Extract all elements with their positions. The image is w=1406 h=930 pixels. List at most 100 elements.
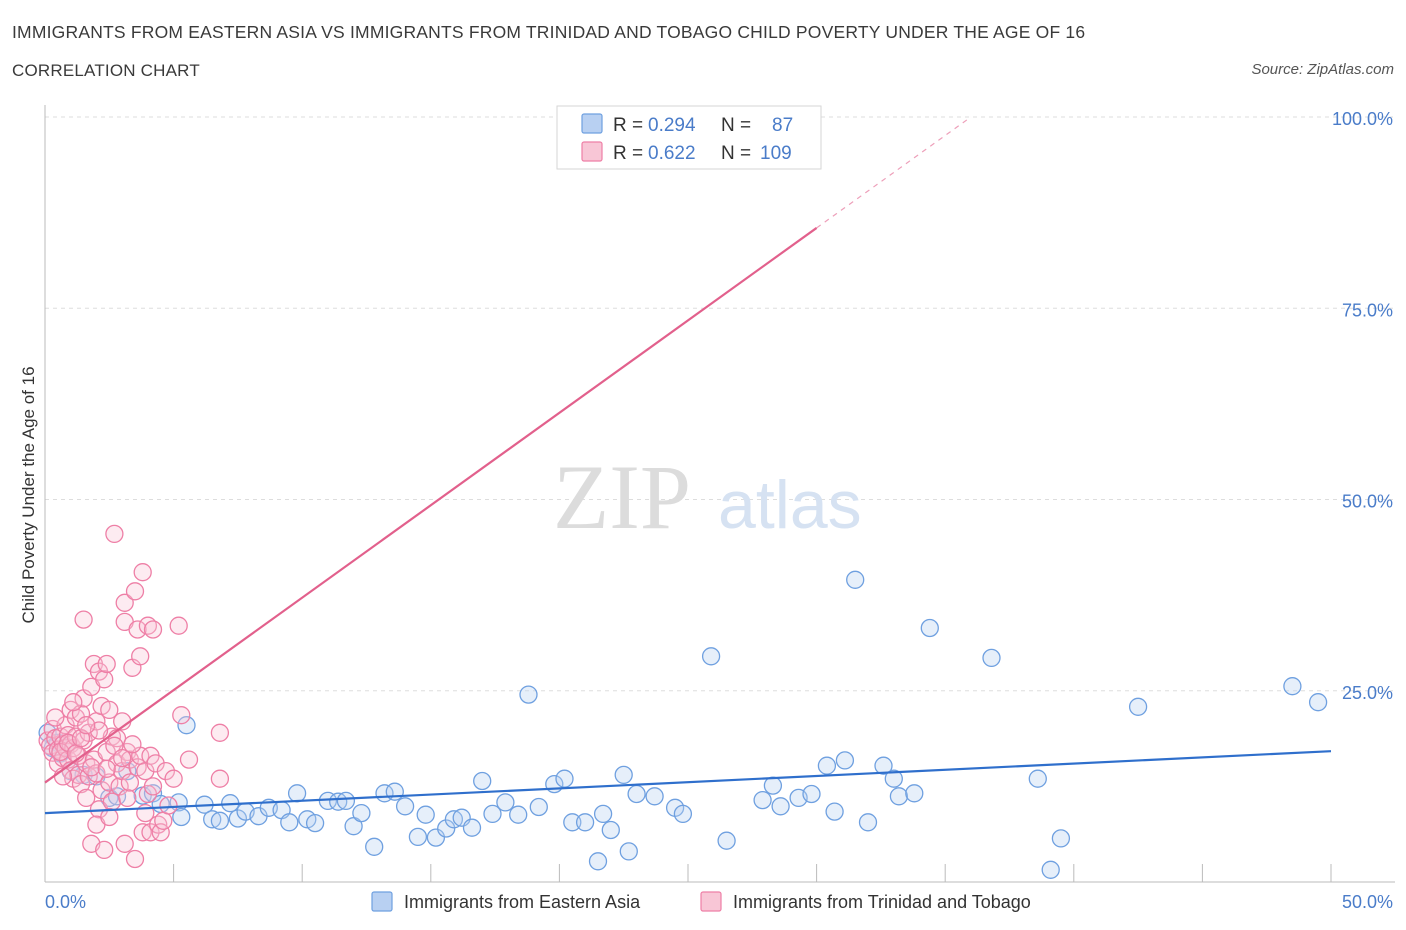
y-tick-label: 25.0% xyxy=(1342,683,1393,703)
eastern-asia-point xyxy=(1128,697,1148,716)
trend-line-trinidad-tobago xyxy=(44,227,818,784)
y-tick-label: 75.0% xyxy=(1342,300,1393,320)
trinidad-tobago-point xyxy=(123,735,142,754)
trend-line-extension xyxy=(816,116,972,229)
eastern-asia-point xyxy=(519,685,538,704)
stats-n-label: N = xyxy=(721,115,751,136)
legend-label-eastern-asia[interactable]: Immigrants from Eastern Asia xyxy=(404,892,641,912)
trinidad-tobago-point xyxy=(77,788,96,808)
trinidad-tobago-point xyxy=(210,769,230,788)
tick-labels: 25.0% 50.0% 75.0% 100.0% 0.0% 50.0% xyxy=(45,109,1393,912)
watermark-atlas: atlas xyxy=(718,467,862,543)
stats-r-label: R = xyxy=(613,143,643,164)
legend-swatch-blue[interactable] xyxy=(371,891,393,912)
legend-swatch-pink[interactable] xyxy=(700,891,722,912)
eastern-asia-point xyxy=(601,820,620,840)
trinidad-tobago-point xyxy=(102,792,122,811)
eastern-asia-point xyxy=(846,570,865,589)
eastern-asia-point xyxy=(408,827,428,847)
eastern-asia-point xyxy=(210,811,230,830)
trinidad-tobago-point xyxy=(77,716,96,735)
eastern-asia-point xyxy=(673,804,693,824)
eastern-asia-point xyxy=(172,807,191,827)
trend-line-eastern-asia xyxy=(44,750,1332,815)
eastern-asia-point xyxy=(203,810,222,829)
x-tick-label: 0.0% xyxy=(45,892,86,912)
eastern-asia-point xyxy=(645,787,664,806)
eastern-asia-point xyxy=(905,784,924,803)
trinidad-tobago-point xyxy=(151,823,170,842)
trinidad-tobago-point xyxy=(164,769,183,788)
eastern-asia-point xyxy=(802,784,821,804)
eastern-asia-point xyxy=(509,805,528,824)
eastern-asia-point xyxy=(717,831,736,850)
eastern-asia-point xyxy=(575,813,595,832)
eastern-asia-point xyxy=(336,791,356,811)
eastern-asia-point xyxy=(365,837,384,856)
eastern-asia-point xyxy=(619,842,638,861)
eastern-asia-point xyxy=(426,828,446,847)
eastern-asia-point xyxy=(753,790,772,810)
stats-r-label: R = xyxy=(613,115,643,136)
eastern-asia-point xyxy=(771,797,790,816)
eastern-asia-point xyxy=(835,751,855,770)
eastern-asia-point xyxy=(555,769,574,788)
eastern-asia-point xyxy=(177,716,196,735)
series-eastern-asia-points xyxy=(38,570,1328,879)
y-tick-label: 50.0% xyxy=(1342,492,1393,512)
chart-title: IMMIGRANTS FROM EASTERN ASIA VS IMMIGRAN… xyxy=(12,22,1086,42)
grid-lines xyxy=(45,116,1395,692)
eastern-asia-point xyxy=(437,819,456,838)
eastern-asia-point xyxy=(627,784,646,804)
trinidad-tobago-point xyxy=(120,773,140,792)
trinidad-tobago-point xyxy=(133,823,152,842)
trinidad-tobago-point xyxy=(143,777,163,796)
eastern-asia-point xyxy=(473,771,492,791)
trinidad-tobago-point xyxy=(120,750,140,769)
source-credit: Source: ZipAtlas.com xyxy=(1251,61,1394,78)
trinidad-tobago-point xyxy=(172,706,191,725)
eastern-asia-point xyxy=(529,797,548,817)
trinidad-tobago-point xyxy=(115,834,134,853)
stats-swatch-pink xyxy=(581,141,603,162)
series-trinidad-tobago-points xyxy=(38,107,793,869)
eastern-asia-point xyxy=(563,813,582,832)
stats-r-value-pink: 0.622 xyxy=(648,143,696,164)
trinidad-tobago-point xyxy=(143,620,163,639)
trinidad-tobago-point xyxy=(141,823,160,842)
eastern-asia-point xyxy=(280,813,299,832)
trinidad-tobago-point xyxy=(210,723,230,742)
eastern-asia-point xyxy=(701,647,721,666)
eastern-asia-point xyxy=(329,792,348,811)
trinidad-tobago-point xyxy=(133,563,152,582)
trinidad-tobago-point xyxy=(159,796,178,815)
eastern-asia-point xyxy=(889,787,909,806)
eastern-asia-point xyxy=(588,852,608,871)
trinidad-tobago-point xyxy=(154,811,173,830)
eastern-asia-point xyxy=(462,818,482,837)
eastern-asia-point xyxy=(593,804,613,824)
eastern-asia-point xyxy=(496,793,515,812)
eastern-asia-point xyxy=(1041,860,1060,879)
stats-swatch-blue xyxy=(581,113,603,134)
eastern-asia-point xyxy=(287,784,307,803)
legend-label-trinidad-tobago[interactable]: Immigrants from Trinidad and Tobago xyxy=(733,892,1031,912)
trinidad-tobago-point xyxy=(95,670,114,689)
trinidad-tobago-point xyxy=(46,708,65,727)
legend: Immigrants from Eastern Asia Immigrants … xyxy=(371,891,1031,912)
trinidad-tobago-point xyxy=(64,693,83,712)
trinidad-tobago-point xyxy=(100,807,119,827)
stats-n-label: N = xyxy=(721,143,751,164)
trinidad-tobago-point xyxy=(125,849,145,869)
y-tick-label: 100.0% xyxy=(1332,109,1393,129)
eastern-asia-point xyxy=(763,776,783,795)
trinidad-tobago-point xyxy=(97,654,116,674)
eastern-asia-point xyxy=(920,618,939,638)
trinidad-tobago-point xyxy=(95,840,114,860)
trinidad-tobago-point xyxy=(82,758,101,777)
eastern-asia-point xyxy=(483,804,502,824)
trinidad-tobago-point xyxy=(115,593,134,612)
stats-n-value-blue: 87 xyxy=(772,115,793,136)
trinidad-tobago-point xyxy=(97,759,116,778)
